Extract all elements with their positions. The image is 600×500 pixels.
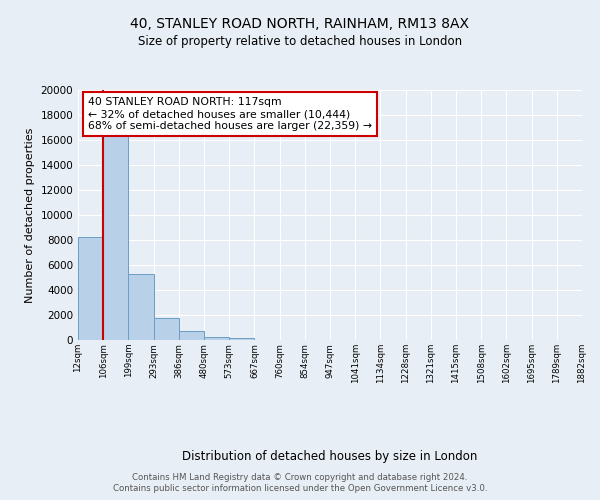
Text: Size of property relative to detached houses in London: Size of property relative to detached ho… [138, 35, 462, 48]
Text: Contains HM Land Registry data © Crown copyright and database right 2024.: Contains HM Land Registry data © Crown c… [132, 472, 468, 482]
Bar [78, 238, 103, 340]
Text: Contains public sector information licensed under the Open Government Licence v3: Contains public sector information licen… [113, 484, 487, 493]
Bar [154, 318, 179, 340]
Bar [179, 330, 204, 340]
Bar [229, 338, 254, 340]
Bar [204, 336, 229, 340]
Bar [128, 274, 154, 340]
Bar [103, 134, 128, 340]
X-axis label: Distribution of detached houses by size in London: Distribution of detached houses by size … [182, 450, 478, 463]
Text: 40 STANLEY ROAD NORTH: 117sqm
← 32% of detached houses are smaller (10,444)
68% : 40 STANLEY ROAD NORTH: 117sqm ← 32% of d… [88, 98, 372, 130]
Y-axis label: Number of detached properties: Number of detached properties [25, 128, 35, 302]
Text: 40, STANLEY ROAD NORTH, RAINHAM, RM13 8AX: 40, STANLEY ROAD NORTH, RAINHAM, RM13 8A… [131, 18, 470, 32]
